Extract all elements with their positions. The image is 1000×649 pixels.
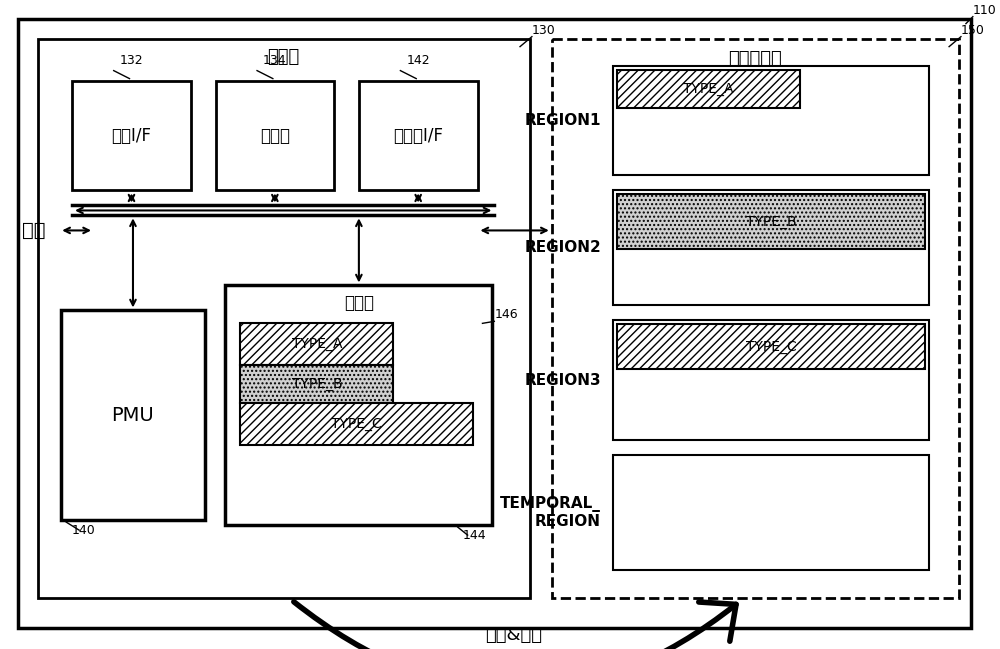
Text: REGION1: REGION1 (525, 113, 601, 128)
Text: 主机: 主机 (22, 221, 45, 240)
Text: TYPE_B: TYPE_B (292, 377, 342, 391)
Text: 存储器装置: 存储器装置 (728, 49, 782, 67)
Bar (613, 455, 929, 570)
Text: TYPE_C: TYPE_C (746, 340, 797, 354)
Text: 146: 146 (494, 308, 518, 321)
Text: 存储器I/F: 存储器I/F (393, 127, 443, 145)
Text: 140: 140 (71, 524, 95, 537)
Text: TYPE_A: TYPE_A (683, 82, 734, 95)
Bar (613, 190, 929, 306)
Bar (240, 365, 393, 403)
Text: 控制器: 控制器 (268, 47, 300, 66)
Text: 合并&存储: 合并&存储 (486, 626, 543, 644)
Bar (552, 39, 959, 598)
Bar (225, 286, 492, 525)
Text: 存储器: 存储器 (344, 295, 374, 312)
FancyArrowPatch shape (294, 602, 736, 649)
Bar (613, 321, 929, 440)
Text: 142: 142 (406, 54, 430, 67)
Text: PMU: PMU (112, 406, 154, 424)
Bar (617, 69, 800, 108)
Bar (61, 310, 205, 520)
Bar (240, 323, 393, 365)
Text: 150: 150 (961, 23, 985, 36)
Text: TEMPORAL_
REGION: TEMPORAL_ REGION (500, 496, 601, 530)
Text: TYPE_B: TYPE_B (746, 215, 796, 229)
Text: 110: 110 (973, 4, 997, 17)
Text: 144: 144 (463, 529, 486, 542)
Text: 处理器: 处理器 (260, 127, 290, 145)
Bar (613, 66, 929, 175)
Text: 132: 132 (120, 54, 143, 67)
Text: REGION3: REGION3 (524, 373, 601, 388)
Bar (216, 80, 334, 190)
Text: 130: 130 (532, 23, 556, 36)
Bar (72, 80, 191, 190)
Bar (617, 195, 925, 249)
Text: 134: 134 (263, 54, 287, 67)
Text: TYPE_C: TYPE_C (331, 417, 382, 431)
Text: TYPE_A: TYPE_A (292, 337, 342, 351)
Text: REGION2: REGION2 (524, 240, 601, 256)
Text: 主机I/F: 主机I/F (111, 127, 151, 145)
Bar (359, 80, 478, 190)
Bar (617, 324, 925, 369)
Bar (38, 39, 530, 598)
Bar (240, 403, 473, 445)
